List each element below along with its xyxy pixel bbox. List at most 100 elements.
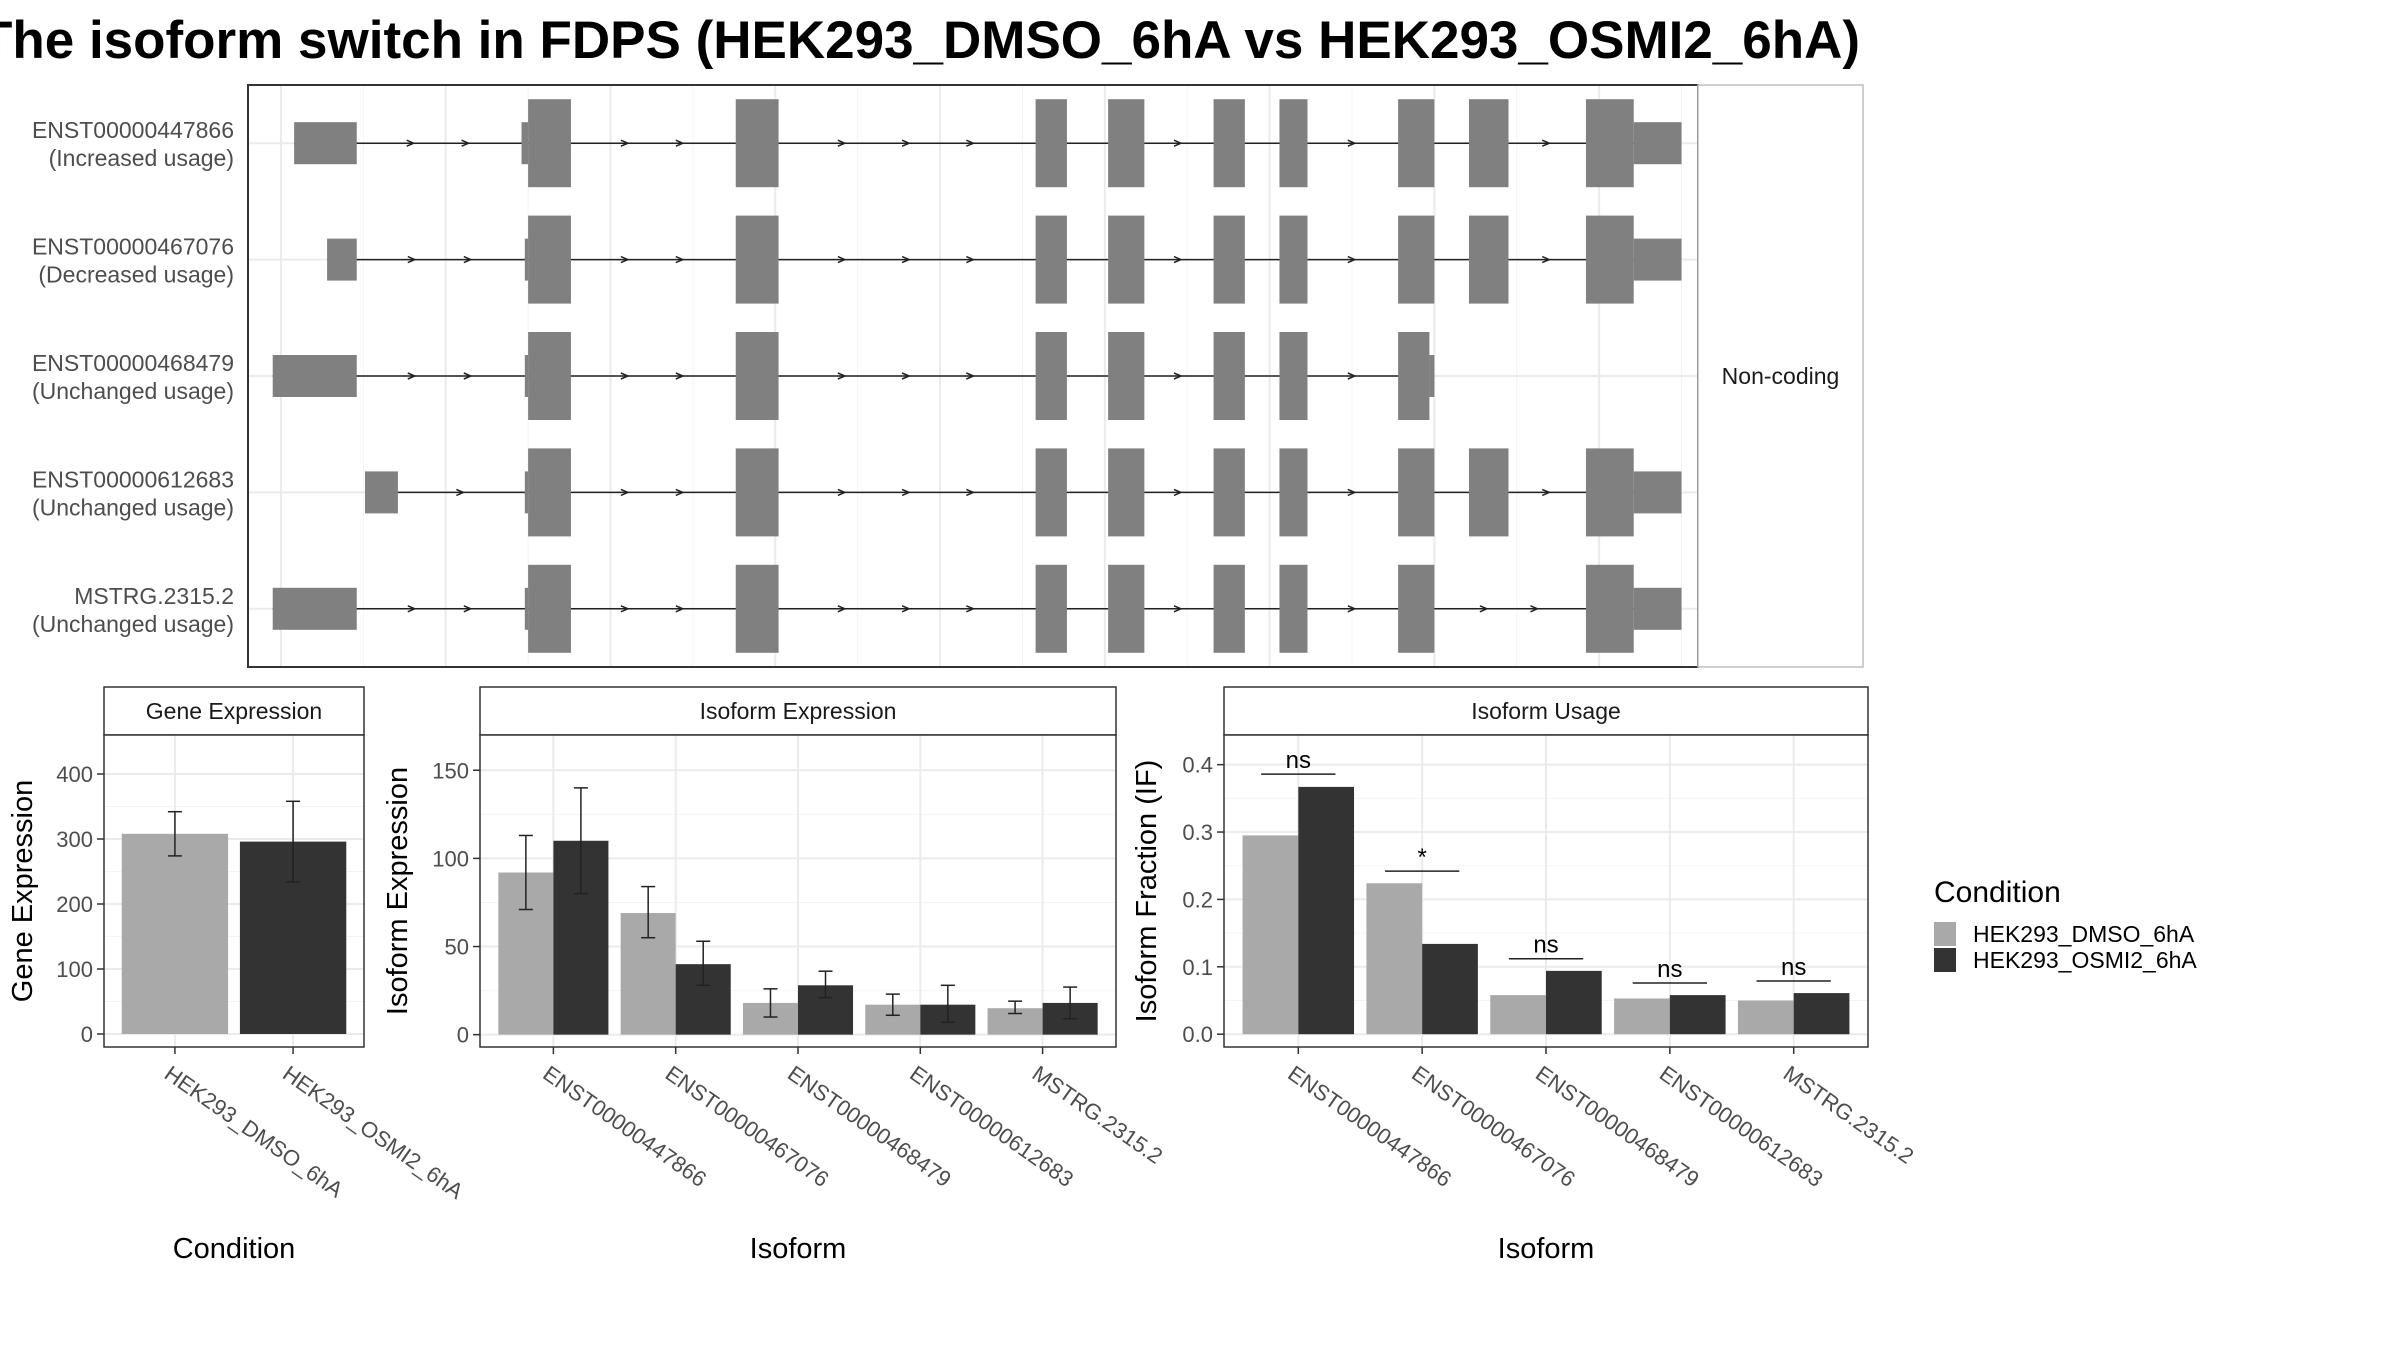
side-strip — [1697, 84, 1864, 668]
intron-arrow — [463, 372, 473, 380]
isoform-usage-label: (Unchanged usage) — [32, 378, 234, 404]
isoform-row-label: ENST00000447866 — [32, 117, 234, 143]
exon-coding — [1108, 564, 1145, 653]
legend-swatch — [1934, 948, 1956, 972]
intron-arrow — [1479, 605, 1489, 613]
exon-coding — [528, 99, 571, 188]
exon-coding — [1213, 332, 1245, 420]
bar — [1422, 943, 1478, 1035]
intron-arrow — [1541, 139, 1552, 147]
intron-arrow — [620, 255, 630, 264]
exon-coding — [1035, 99, 1067, 188]
intron-arrow — [1541, 255, 1552, 264]
intron-arrow — [966, 488, 976, 497]
exon-utr — [1633, 587, 1682, 630]
exon-coding — [1468, 215, 1509, 304]
intron-arrow — [901, 255, 911, 264]
plot-panel-border — [103, 734, 365, 1048]
bar — [1614, 998, 1670, 1035]
intron-arrow — [407, 255, 417, 264]
intron-arrow — [461, 139, 471, 147]
significance-label: ns — [1781, 954, 1806, 981]
x-axis-title: Isoform — [750, 1233, 847, 1265]
bar — [1366, 883, 1423, 1035]
intron-arrow — [407, 372, 417, 380]
bar — [1669, 995, 1726, 1035]
isoform-row-label: MSTRG.2315.2 — [74, 583, 234, 609]
exon-coding — [1108, 332, 1145, 420]
intron-arrow — [1173, 372, 1183, 380]
intron-arrow — [620, 488, 630, 497]
intron-arrow — [675, 605, 685, 613]
legend-swatch — [1934, 922, 1956, 946]
exon-coding — [1585, 564, 1634, 653]
exon-utr — [524, 587, 529, 630]
y-tick-label: 0.0 — [1182, 1022, 1213, 1047]
y-tick-label: 100 — [56, 957, 93, 982]
exon-coding — [1279, 564, 1308, 653]
bar — [1737, 1000, 1794, 1035]
exon-utr — [327, 238, 357, 281]
intron-arrow — [837, 605, 847, 613]
y-tick-label: 100 — [432, 846, 469, 871]
exon-coding — [1108, 215, 1145, 304]
significance-label: * — [1417, 844, 1426, 871]
y-tick-label: 0 — [81, 1022, 93, 1047]
exon-utr — [272, 587, 357, 630]
significance-label: ns — [1533, 932, 1558, 959]
exon-coding — [1585, 215, 1634, 304]
intron-arrow — [901, 139, 911, 147]
y-axis-title: Gene Expression — [7, 780, 39, 1002]
isoform-usage-label: (Unchanged usage) — [32, 494, 234, 520]
exon-utr — [1633, 122, 1682, 165]
intron-arrow — [406, 139, 416, 147]
exon-utr — [1633, 238, 1682, 281]
intron-arrow — [966, 255, 976, 264]
exon-coding — [1213, 448, 1245, 537]
facet-strip-label: Gene Expression — [146, 698, 322, 724]
intron-arrow — [675, 488, 685, 497]
facet-strip — [1223, 686, 1869, 736]
exon-coding — [528, 332, 571, 420]
bar — [1793, 993, 1850, 1035]
intron-arrow — [966, 139, 976, 147]
y-axis-title: Isoform Fraction (IF) — [1131, 760, 1163, 1023]
isoform-usage-label: (Increased usage) — [49, 145, 234, 171]
intron-arrow — [1347, 139, 1357, 147]
intron-arrow — [901, 372, 911, 380]
significance-label: ns — [1286, 747, 1311, 774]
isoform-row-label: ENST00000612683 — [32, 466, 234, 492]
exon-coding — [1398, 99, 1435, 188]
intron-arrow — [620, 605, 630, 613]
exon-coding — [1213, 564, 1245, 653]
exon-coding — [1468, 99, 1509, 188]
exon-coding — [1213, 99, 1245, 188]
exon-coding — [1108, 448, 1145, 537]
exon-utr — [1633, 471, 1682, 514]
facet-strip — [103, 686, 365, 736]
y-tick-label: 300 — [56, 827, 93, 852]
exon-coding — [1398, 564, 1435, 653]
exon-coding — [1279, 448, 1308, 537]
exon-coding — [1035, 332, 1067, 420]
y-tick-label: 0.2 — [1182, 887, 1213, 912]
exon-coding — [1468, 448, 1509, 537]
exon-utr — [294, 122, 357, 165]
intron-arrow — [1530, 605, 1540, 613]
y-tick-label: 0.3 — [1182, 820, 1213, 845]
exon-utr — [364, 471, 398, 514]
facet-strip — [479, 686, 1117, 736]
exon-coding — [528, 448, 571, 537]
exon-coding — [1035, 448, 1067, 537]
intron-arrow — [901, 605, 911, 613]
facet-strip-label: Isoform Usage — [1471, 698, 1621, 724]
intron-arrow — [407, 605, 417, 613]
isoform-usage-label: (Decreased usage) — [38, 262, 234, 288]
x-axis-title: Isoform — [1498, 1233, 1595, 1265]
exon-coding — [1585, 448, 1634, 537]
y-tick-label: 150 — [432, 758, 469, 783]
y-axis-title: Isoform Expression — [382, 767, 414, 1015]
legend-title: Condition — [1934, 876, 2061, 909]
